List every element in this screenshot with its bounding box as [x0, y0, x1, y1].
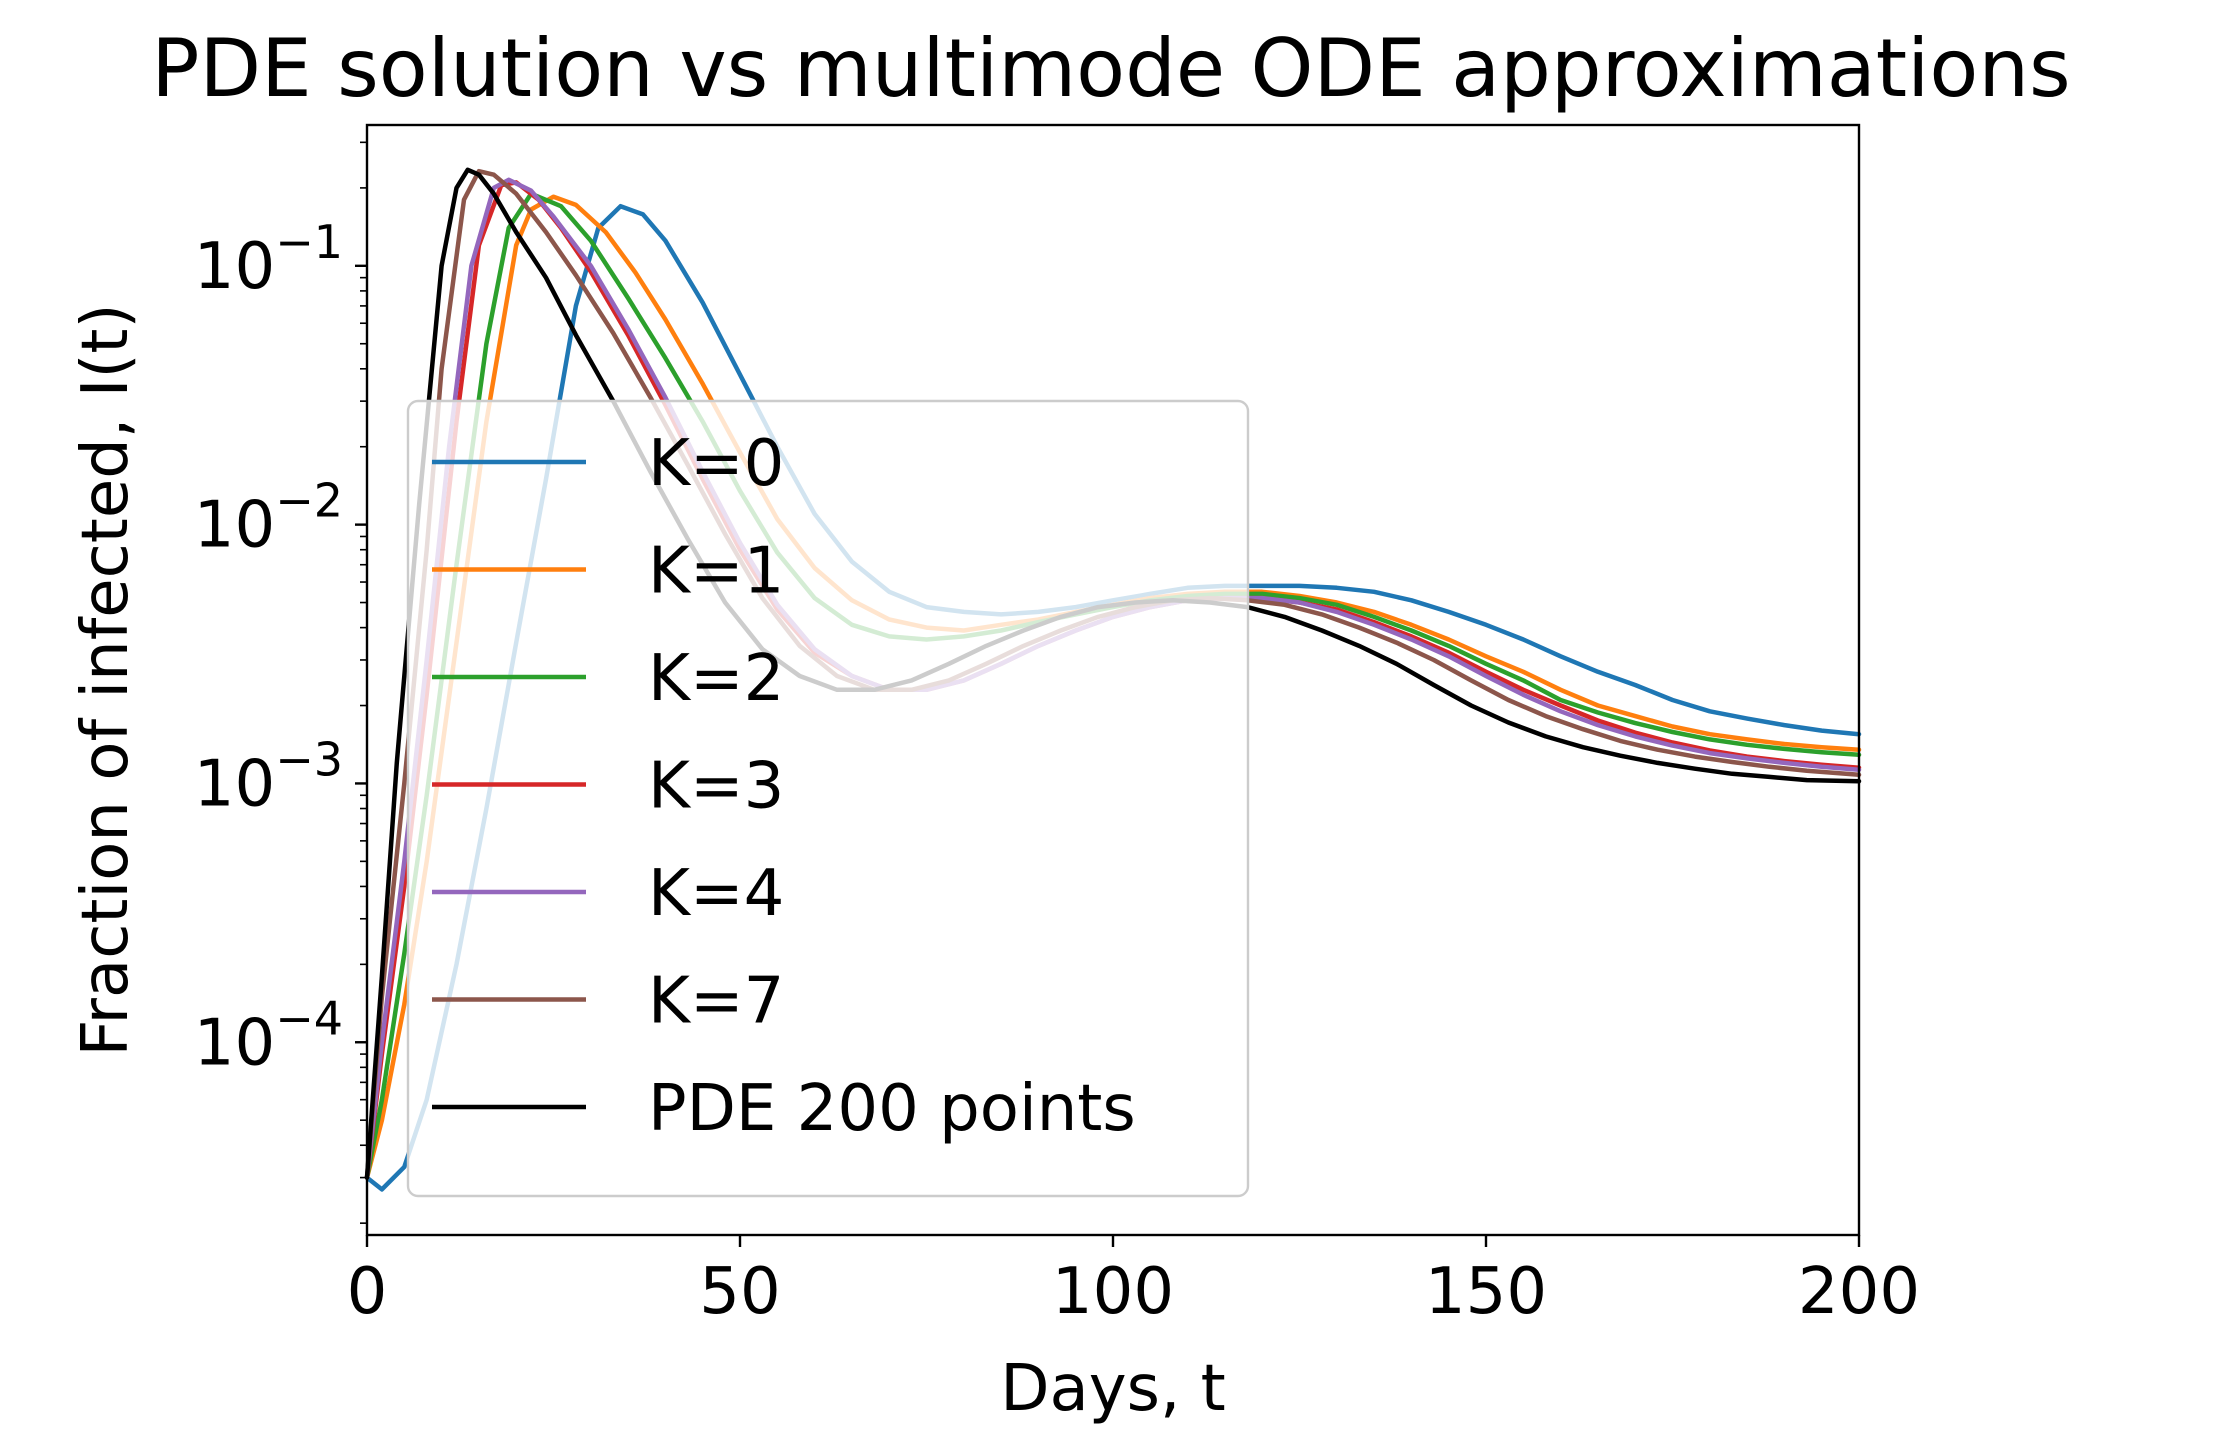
x-tick-label: 200: [1798, 1255, 1920, 1329]
y-tick-base: 10: [194, 747, 275, 821]
x-tick-label: 0: [347, 1255, 388, 1329]
y-tick-base: 10: [194, 230, 275, 304]
y-tick-base: 10: [194, 489, 275, 563]
chart-title: PDE solution vs multimode ODE approximat…: [151, 22, 2070, 115]
legend-label: K=2: [648, 642, 784, 716]
y-tick-exponent: −3: [275, 732, 343, 786]
x-tick-label: 100: [1052, 1255, 1174, 1329]
y-axis-label: Fraction of infected, I(t): [69, 304, 143, 1057]
legend-box: [406, 399, 1250, 1198]
legend-label: K=0: [648, 427, 784, 501]
y-tick-exponent: −1: [275, 215, 343, 269]
y-tick-label: 10−4: [194, 991, 343, 1080]
y-tick-label: 10−3: [194, 732, 343, 821]
legend-label: K=7: [648, 965, 784, 1039]
legend-label: PDE 200 points: [648, 1072, 1136, 1146]
x-tick-label: 50: [699, 1255, 780, 1329]
legend: K=0 K=1 K=2 K=3 K=4 K=7 PDE 200 points: [406, 399, 1250, 1198]
x-axis-label: Days, t: [1000, 1352, 1226, 1426]
y-tick-label: 10−1: [194, 215, 343, 304]
y-tick-exponent: −2: [275, 474, 343, 528]
x-axis-ticks: 0 50 100 150 200: [347, 1235, 1920, 1329]
y-axis-ticks: 10−410−310−210−1: [194, 141, 367, 1224]
legend-label: K=4: [648, 857, 784, 931]
legend-label: K=3: [648, 750, 784, 824]
legend-label: K=1: [648, 535, 784, 609]
y-tick-label: 10−2: [194, 474, 343, 563]
x-tick-label: 150: [1425, 1255, 1547, 1329]
y-tick-exponent: −4: [275, 991, 343, 1045]
y-tick-base: 10: [194, 1006, 275, 1080]
